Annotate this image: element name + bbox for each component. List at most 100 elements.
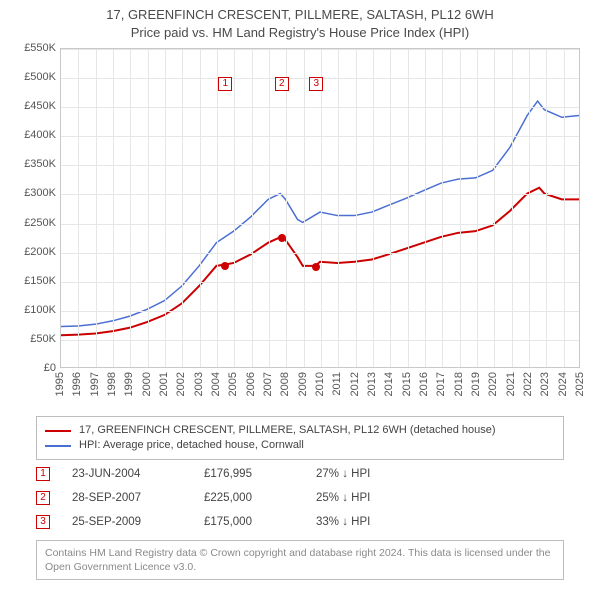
y-tick-label: £500K bbox=[10, 71, 56, 83]
title-subtitle: Price paid vs. HM Land Registry's House … bbox=[0, 24, 600, 42]
sale-price: £175,000 bbox=[204, 516, 294, 528]
gridline-v bbox=[564, 49, 565, 367]
y-tick-label: £50K bbox=[10, 333, 56, 345]
sale-row: 2 28-SEP-2007 £225,000 25% ↓ HPI bbox=[36, 486, 564, 510]
x-tick-label: 2025 bbox=[574, 372, 586, 396]
x-tick-label: 2002 bbox=[175, 372, 187, 396]
gridline-v bbox=[252, 49, 253, 367]
gridline-v bbox=[130, 49, 131, 367]
gridline-h bbox=[61, 107, 579, 108]
legend-row: 17, GREENFINCH CRESCENT, PILLMERE, SALTA… bbox=[45, 423, 555, 438]
sale-diff: 33% ↓ HPI bbox=[316, 516, 426, 528]
gridline-v bbox=[78, 49, 79, 367]
sale-diff: 27% ↓ HPI bbox=[316, 468, 426, 480]
footnote: Contains HM Land Registry data © Crown c… bbox=[36, 540, 564, 580]
x-tick-label: 2024 bbox=[557, 372, 569, 396]
gridline-v bbox=[217, 49, 218, 367]
gridline-v bbox=[373, 49, 374, 367]
gridline-v bbox=[148, 49, 149, 367]
sale-dot-1 bbox=[221, 262, 229, 270]
sale-marker-2: 2 bbox=[275, 77, 289, 91]
x-tick-label: 2020 bbox=[487, 372, 499, 396]
legend-label: HPI: Average price, detached house, Corn… bbox=[79, 438, 304, 453]
gridline-h bbox=[61, 282, 579, 283]
x-tick-label: 2021 bbox=[505, 372, 517, 396]
gridline-v bbox=[477, 49, 478, 367]
gridline-v bbox=[425, 49, 426, 367]
x-tick-label: 1996 bbox=[71, 372, 83, 396]
legend-swatch bbox=[45, 430, 71, 432]
sale-marker-1: 1 bbox=[218, 77, 232, 91]
x-tick-label: 2006 bbox=[245, 372, 257, 396]
sale-row: 325-SEP-2009£175,00033% ↓ HPI bbox=[36, 510, 564, 534]
sales-list: 123-JUN-2004£176,99527% ↓ HPI228-SEP-200… bbox=[36, 462, 564, 534]
x-tick-label: 1995 bbox=[54, 372, 66, 396]
y-tick-label: £100K bbox=[10, 304, 56, 316]
x-tick-label: 2011 bbox=[331, 372, 343, 396]
gridline-v bbox=[304, 49, 305, 367]
x-tick-label: 1997 bbox=[89, 372, 101, 396]
x-tick-label: 2008 bbox=[279, 372, 291, 396]
y-tick-label: £450K bbox=[10, 100, 56, 112]
gridline-v bbox=[390, 49, 391, 367]
legend: 17, GREENFINCH CRESCENT, PILLMERE, SALTA… bbox=[36, 416, 564, 460]
gridline-v bbox=[338, 49, 339, 367]
gridline-v bbox=[512, 49, 513, 367]
x-tick-label: 2007 bbox=[262, 372, 274, 396]
y-tick-label: £0 bbox=[10, 362, 56, 374]
sale-dot-3 bbox=[312, 263, 320, 271]
title-address: 17, GREENFINCH CRESCENT, PILLMERE, SALTA… bbox=[0, 6, 600, 24]
x-tick-label: 2003 bbox=[193, 372, 205, 396]
x-tick-label: 2010 bbox=[314, 372, 326, 396]
y-tick-label: £350K bbox=[10, 158, 56, 170]
x-tick-label: 2005 bbox=[227, 372, 239, 396]
gridline-v bbox=[408, 49, 409, 367]
x-tick-label: 2000 bbox=[141, 372, 153, 396]
legend-label: 17, GREENFINCH CRESCENT, PILLMERE, SALTA… bbox=[79, 423, 496, 438]
gridline-h bbox=[61, 253, 579, 254]
gridline-v bbox=[494, 49, 495, 367]
gridline-h bbox=[61, 340, 579, 341]
chart-lines bbox=[61, 49, 579, 367]
gridline-v bbox=[113, 49, 114, 367]
sale-row-marker: 2 bbox=[36, 491, 50, 505]
x-tick-label: 2014 bbox=[383, 372, 395, 396]
sale-marker-3: 3 bbox=[309, 77, 323, 91]
x-tick-label: 2013 bbox=[366, 372, 378, 396]
sale-row-marker: 1 bbox=[36, 467, 50, 481]
x-tick-label: 1998 bbox=[106, 372, 118, 396]
sale-date: 23-JUN-2004 bbox=[72, 468, 182, 480]
gridline-h bbox=[61, 224, 579, 225]
sale-row-marker: 3 bbox=[36, 515, 50, 529]
gridline-v bbox=[460, 49, 461, 367]
sale-dot-2 bbox=[278, 234, 286, 242]
sale-date: 28-SEP-2007 bbox=[72, 492, 182, 504]
x-tick-label: 2023 bbox=[539, 372, 551, 396]
gridline-v bbox=[96, 49, 97, 367]
gridline-v bbox=[529, 49, 530, 367]
plot-area: 1 2 3 bbox=[60, 48, 580, 368]
x-tick-label: 2018 bbox=[453, 372, 465, 396]
sale-price: £225,000 bbox=[204, 492, 294, 504]
x-tick-label: 2017 bbox=[435, 372, 447, 396]
y-tick-label: £550K bbox=[10, 42, 56, 54]
x-tick-label: 2015 bbox=[401, 372, 413, 396]
y-tick-label: £400K bbox=[10, 129, 56, 141]
gridline-v bbox=[442, 49, 443, 367]
x-tick-label: 2022 bbox=[522, 372, 534, 396]
gridline-v bbox=[269, 49, 270, 367]
x-tick-label: 2012 bbox=[349, 372, 361, 396]
gridline-v bbox=[546, 49, 547, 367]
y-tick-label: £200K bbox=[10, 246, 56, 258]
sale-diff: 25% ↓ HPI bbox=[316, 492, 426, 504]
chart: 123 £0£50K£100K£150K£200K£250K£300K£350K… bbox=[10, 48, 590, 408]
x-tick-label: 2001 bbox=[158, 372, 170, 396]
gridline-v bbox=[234, 49, 235, 367]
x-tick-label: 2016 bbox=[418, 372, 430, 396]
y-tick-label: £250K bbox=[10, 217, 56, 229]
gridline-v bbox=[356, 49, 357, 367]
legend-row: HPI: Average price, detached house, Corn… bbox=[45, 438, 555, 453]
gridline-v bbox=[165, 49, 166, 367]
series-hpi bbox=[61, 101, 579, 326]
y-tick-label: £300K bbox=[10, 187, 56, 199]
